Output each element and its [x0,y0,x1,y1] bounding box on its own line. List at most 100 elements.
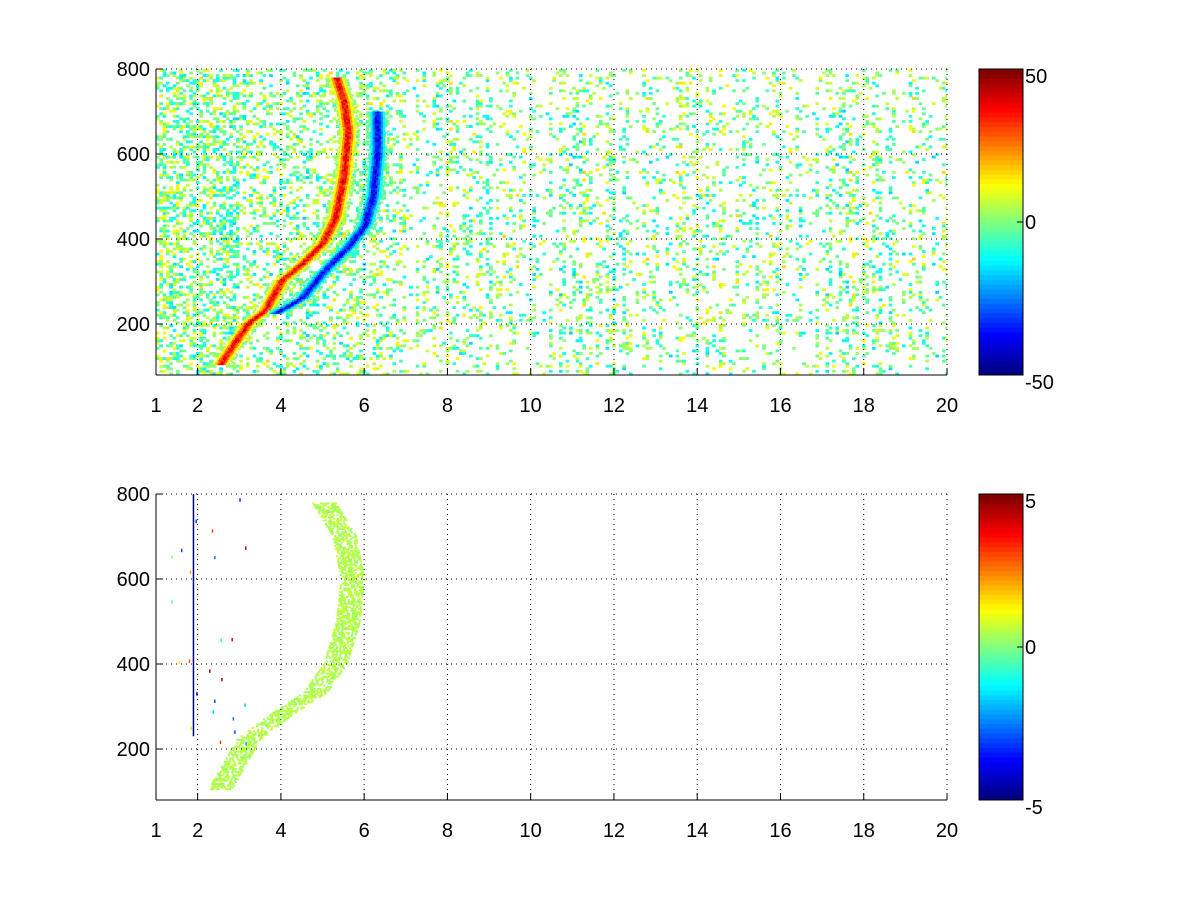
heatmap-cell [179,349,183,353]
heatmap-cell [415,168,420,172]
heatmap-cell [582,346,586,350]
heatmap-cell [229,275,233,279]
heatmap-cell [452,306,457,309]
heatmap-cell [452,257,457,261]
heatmap-cell [302,216,307,220]
heatmap-cell [222,155,227,159]
heatmap-cell [222,237,227,241]
heatmap-cell [209,321,213,325]
heatmap-cell [182,321,187,325]
heatmap-cell [549,316,553,320]
heatmap-cell [219,367,223,371]
heatmap-cell [235,273,240,276]
heatmap-cell [245,69,250,72]
heatmap-cell [229,324,233,327]
heatmap-cell [415,158,420,162]
heatmap-cell [299,329,303,332]
heatmap-cell [229,132,233,136]
heatmap-cell [202,97,207,100]
heatmap-cell [605,234,610,238]
heatmap-cell [195,160,200,164]
heatmap-cell [682,122,686,126]
heatmap-cell [235,150,240,154]
heatmap-cell [319,89,323,93]
heatmap-cell [678,173,683,177]
heatmap-cell [715,163,720,167]
heatmap-cell [322,326,327,330]
heatmap-cell [379,250,383,253]
heatmap-cell [229,158,233,162]
heatmap-cell [279,201,283,205]
heatmap-cell [275,145,280,149]
heatmap-cell [502,81,507,85]
heatmap-cell [505,71,510,75]
heatmap-cell [279,255,283,258]
heatmap-cell [172,329,177,332]
heatmap-cell [549,191,553,195]
heatmap-cell [382,324,387,327]
heatmap-cell [445,280,450,284]
heatmap-cell [622,295,626,299]
heatmap-cell [335,270,340,274]
heatmap-cell [322,262,327,266]
heatmap-cell [232,204,237,207]
heatmap-cell [682,196,686,200]
heatmap-cell [575,178,580,182]
heatmap-cell [309,303,313,307]
heatmap-cell [349,273,353,276]
heatmap-cell [675,280,680,284]
heatmap-cell [532,117,536,121]
heatmap-cell [156,183,160,187]
heatmap-cell [179,265,183,269]
heatmap-cell [272,94,277,98]
heatmap-cell [695,344,700,348]
heatmap-cell [292,369,297,373]
heatmap-cell [462,372,467,375]
heatmap-cell [658,137,663,141]
heatmap-cell [262,163,267,167]
heatmap-cell [695,247,700,251]
heatmap-cell [412,163,417,167]
heatmap-cell [402,244,407,248]
heatmap-cell [422,329,427,332]
heatmap-cell [156,104,160,108]
heatmap-cell [695,308,700,312]
heatmap-cell [395,140,400,144]
heatmap-cell [652,234,656,238]
heatmap-cell [362,91,367,95]
heatmap-cell [255,104,260,108]
heatmap-cell [169,295,173,299]
heatmap-cell [205,74,210,77]
heatmap-cell [365,97,370,100]
heatmap-cell [159,176,163,179]
heatmap-cell [159,234,163,238]
heatmap-cell [622,346,626,350]
heatmap-cell [175,81,180,85]
heatmap-cell [722,324,726,327]
heatmap-cell [369,357,373,360]
heatmap-cell [442,341,447,345]
heatmap-cell [175,369,180,373]
heatmap-cell [509,316,513,320]
heatmap-cell [212,109,217,113]
heatmap-cell [625,321,630,325]
heatmap-cell [452,344,457,348]
heatmap-cell [628,270,633,274]
heatmap-cell [175,352,180,355]
heatmap-cell [202,102,207,105]
heatmap-cell [172,109,177,113]
heatmap-cell [675,354,680,358]
heatmap-cell [722,237,726,241]
heatmap-cell [455,127,460,131]
heatmap-cell [485,191,490,195]
heatmap-cell [705,318,710,322]
heatmap-cell [209,181,213,185]
heatmap-cell [172,311,177,315]
heatmap-cell [698,74,703,77]
heatmap-cell [169,145,173,149]
heatmap-cell [672,86,676,90]
heatmap-cell [402,193,407,197]
heatmap-cell [572,97,576,100]
heatmap-cell [185,125,190,128]
heatmap-cell [582,298,586,302]
